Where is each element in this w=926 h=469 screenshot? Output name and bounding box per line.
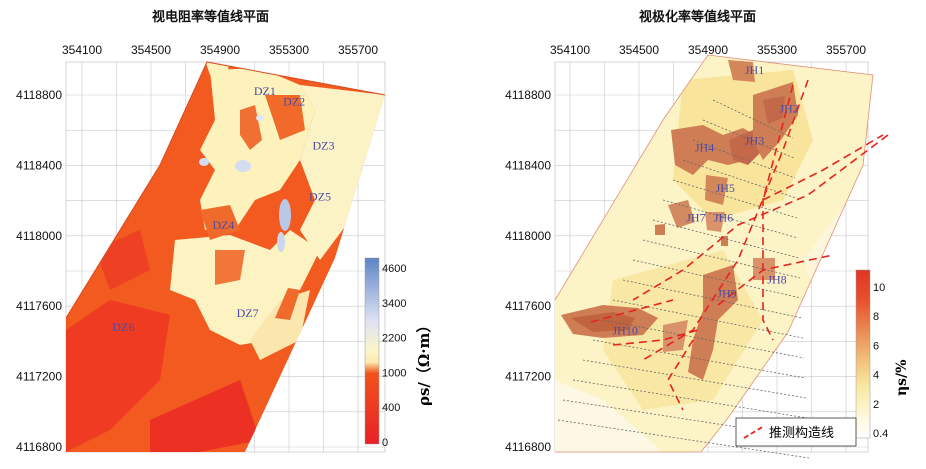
colorbar-tick-label: 10 — [873, 282, 885, 294]
y-tick-label: 4117600 — [505, 299, 551, 313]
y-tick-label: 4118800 — [505, 88, 551, 102]
y-tick-label: 4118000 — [505, 229, 551, 243]
survey-line — [672, 179, 798, 219]
resistivity-map: 354100 354500 354900 355300 355700 4118800 411… — [16, 43, 406, 454]
legend-box: 推测构造线 — [735, 417, 857, 447]
survey-line — [622, 279, 803, 319]
x-tick-label: 354900 — [688, 43, 728, 57]
colorbar-tick-label: 4 — [873, 370, 879, 382]
zone-label: JH1 — [745, 63, 764, 77]
zone-label: JH3 — [745, 133, 764, 147]
legend-label: 推测构造线 — [769, 425, 834, 440]
survey-line — [652, 219, 800, 259]
zone-label: DZ1 — [254, 84, 276, 98]
survey-line — [662, 199, 799, 239]
survey-line — [572, 379, 808, 419]
right-chart-title: 视极化率等值线平面 — [639, 10, 757, 25]
zone-label: JH5 — [716, 181, 735, 195]
colorbar-tick-label: 4600 — [382, 263, 406, 275]
survey-line — [712, 99, 794, 139]
y-tick-label: 4117600 — [16, 299, 62, 313]
zone-label: JH2 — [779, 102, 798, 116]
x-tick-label: 355700 — [826, 43, 866, 57]
colorbar-tick-label: 1000 — [382, 367, 406, 379]
x-tick-label: 355300 — [757, 43, 797, 57]
zone-label: DZ3 — [313, 139, 335, 153]
zone-label: JH4 — [695, 140, 714, 154]
left-chart-title: 视电阻率等值线平面 — [152, 10, 270, 25]
left-colorbar — [364, 257, 380, 445]
survey-line — [562, 399, 809, 439]
y-tick-label: 4118400 — [505, 158, 551, 172]
y-tick-label: 4116800 — [16, 440, 62, 454]
survey-line — [632, 259, 802, 299]
zone-label: DZ5 — [309, 190, 331, 204]
y-tick-label: 4116800 — [505, 440, 551, 454]
y-tick-label: 4118000 — [16, 229, 62, 243]
zone-label: DZ7 — [237, 306, 259, 320]
x-tick-label: 354100 — [550, 43, 590, 57]
survey-line — [612, 299, 804, 339]
colorbar-tick-label: 2 — [873, 399, 879, 411]
legend-line-icon — [743, 425, 765, 439]
colorbar-tick-label: 400 — [382, 402, 400, 414]
y-tick-label: 4118400 — [16, 158, 62, 172]
survey-lines — [557, 99, 810, 459]
zone-label: DZ2 — [283, 95, 305, 109]
x-tick-label: 354500 — [619, 43, 659, 57]
colorbar-tick-label: 0 — [382, 437, 388, 449]
zone-label: JH9 — [717, 286, 736, 300]
right-colorbar — [855, 269, 871, 439]
colorbar-tick-label: 0.4 — [873, 428, 888, 440]
colorbar-tick-label: 8 — [873, 311, 879, 323]
colorbar-tick-label: 6 — [873, 340, 879, 352]
x-tick-label: 354500 — [131, 43, 171, 57]
y-tick-label: 4118800 — [16, 88, 62, 102]
y-tick-label: 4117200 — [16, 370, 62, 384]
zone-label: JH10 — [613, 323, 638, 337]
inferred-structure-lines — [590, 79, 889, 411]
x-tick-label: 355300 — [269, 43, 309, 57]
x-tick-label: 355700 — [338, 43, 378, 57]
zone-label: JH8 — [767, 272, 786, 286]
right-colorbar-label: ηs/% — [894, 359, 910, 396]
x-tick-label: 354100 — [62, 43, 102, 57]
survey-line — [582, 359, 807, 399]
zone-label: DZ4 — [212, 218, 234, 232]
zone-label: JH6 — [714, 211, 733, 225]
x-tick-label: 354900 — [200, 43, 240, 57]
colorbar-tick-label: 2200 — [382, 333, 406, 345]
survey-line — [702, 119, 795, 159]
zone-label: DZ6 — [112, 320, 134, 334]
polarizability-map: 推测构造线 354100 354500 354900 355300 355700 4118… — [505, 43, 889, 459]
survey-line — [642, 239, 801, 279]
left-colorbar-label: ρs/（Ω·m） — [415, 317, 433, 406]
zone-label: JH7 — [686, 211, 705, 225]
y-tick-label: 4117200 — [505, 370, 551, 384]
colorbar-tick-label: 3400 — [382, 298, 406, 310]
